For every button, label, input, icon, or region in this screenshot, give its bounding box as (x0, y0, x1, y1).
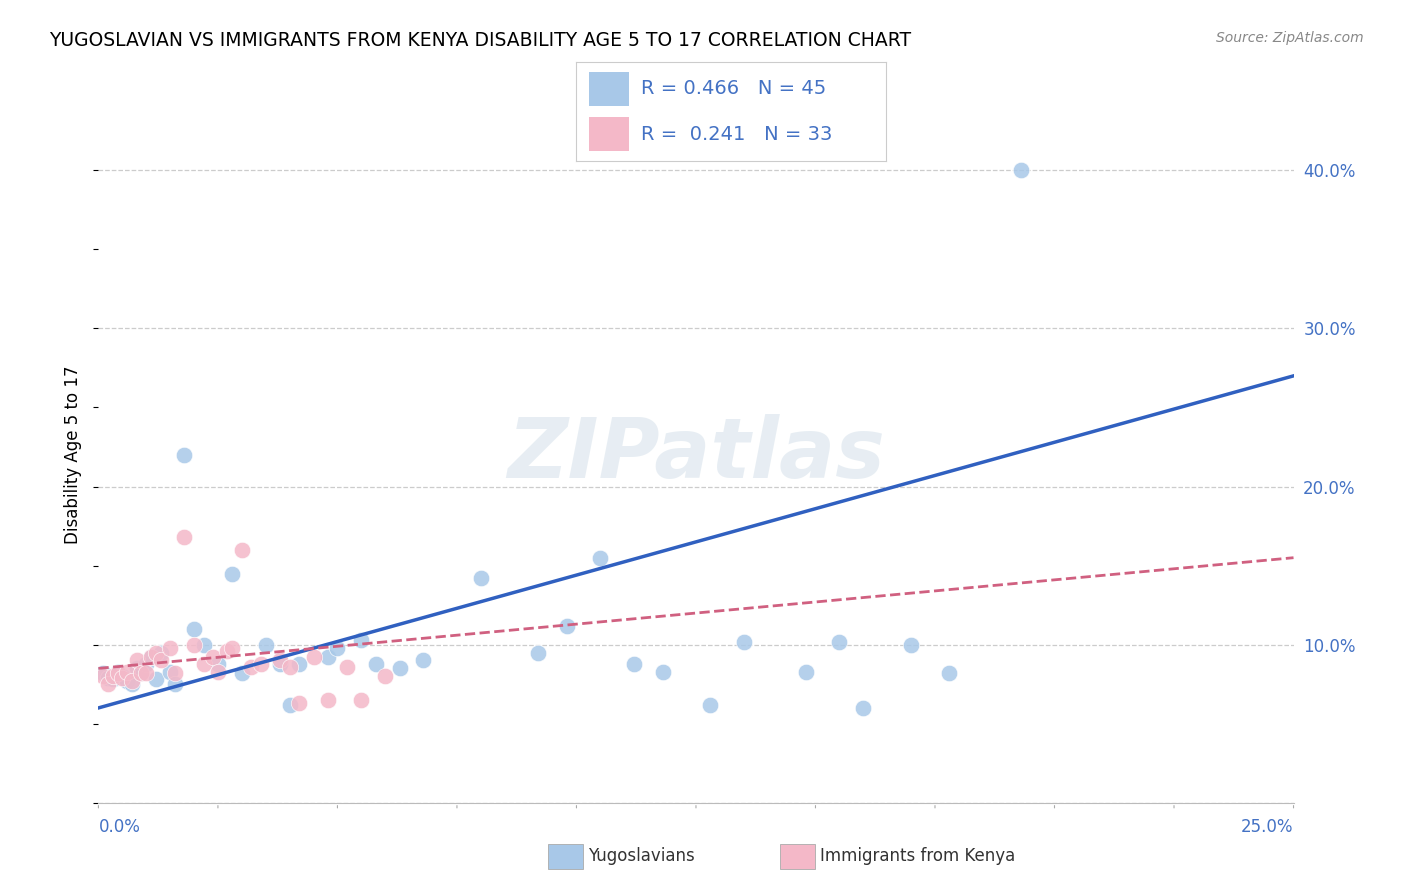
Point (374, 669, 396, 683)
Point (159, 640, 181, 655)
Point (470, 571, 492, 585)
Point (852, 701, 875, 715)
Point (350, 632, 373, 647)
Point (326, 640, 349, 655)
Point (125, 653, 148, 667)
Point (149, 653, 172, 667)
Point (91, 666, 114, 681)
Point (938, 666, 960, 681)
Point (828, 634, 851, 648)
Y-axis label: Disability Age 5 to 17: Disability Age 5 to 17 (65, 366, 83, 544)
Point (900, 638, 922, 652)
Point (135, 666, 157, 681)
Point (302, 650, 325, 665)
Point (183, 638, 205, 652)
Point (139, 650, 162, 665)
Text: R = 0.466   N = 45: R = 0.466 N = 45 (641, 79, 827, 98)
Point (111, 669, 134, 683)
Point (350, 693, 373, 707)
Point (207, 657, 229, 671)
Bar (589, 72, 628, 105)
Point (221, 640, 243, 655)
Text: 25.0%: 25.0% (1241, 818, 1294, 836)
Text: YUGOSLAVIAN VS IMMIGRANTS FROM KENYA DISABILITY AGE 5 TO 17 CORRELATION CHART: YUGOSLAVIAN VS IMMIGRANTS FROM KENYA DIS… (49, 31, 911, 50)
Text: ZIPatlas: ZIPatlas (508, 415, 884, 495)
Point (221, 566, 243, 581)
Point (97, 677, 120, 691)
Point (794, 665, 817, 679)
Point (131, 666, 153, 681)
Point (145, 646, 167, 660)
Point (254, 638, 277, 652)
Text: R =  0.241   N = 33: R = 0.241 N = 33 (641, 125, 832, 144)
Point (183, 622, 205, 636)
Point (111, 671, 134, 685)
Point (269, 653, 291, 667)
Point (699, 698, 721, 712)
Point (139, 650, 162, 665)
Point (145, 673, 167, 687)
Point (202, 650, 225, 665)
Point (388, 661, 411, 675)
Point (288, 657, 311, 671)
Point (316, 650, 339, 665)
Bar (589, 118, 628, 151)
Point (107, 666, 129, 681)
Point (217, 644, 239, 658)
Text: Source: ZipAtlas.com: Source: ZipAtlas.com (1216, 31, 1364, 45)
Point (278, 660, 301, 674)
Point (125, 661, 148, 675)
Point (163, 666, 186, 681)
Point (240, 660, 263, 674)
Point (193, 657, 215, 671)
Point (115, 665, 138, 679)
Point (159, 665, 181, 679)
Point (163, 677, 186, 691)
Text: 0.0%: 0.0% (98, 818, 141, 836)
Point (115, 674, 138, 689)
Point (589, 550, 612, 565)
Text: Immigrants from Kenya: Immigrants from Kenya (820, 847, 1015, 865)
Point (135, 657, 157, 671)
Point (121, 674, 143, 689)
Point (101, 673, 124, 687)
Point (269, 657, 291, 671)
Point (1010, 163, 1032, 178)
Point (651, 665, 673, 679)
Point (231, 542, 253, 557)
Point (336, 660, 359, 674)
Point (231, 666, 253, 681)
Point (364, 657, 387, 671)
Point (149, 646, 172, 660)
Point (623, 657, 645, 671)
Text: Yugoslavians: Yugoslavians (588, 847, 695, 865)
Point (412, 653, 434, 667)
Point (555, 618, 578, 632)
Point (173, 530, 195, 544)
Point (733, 634, 755, 648)
Point (101, 669, 124, 683)
Point (288, 696, 311, 710)
Point (107, 665, 129, 679)
Point (316, 693, 339, 707)
Point (527, 646, 550, 660)
Point (193, 638, 215, 652)
Point (91, 669, 114, 683)
Point (131, 666, 153, 681)
Point (121, 677, 143, 691)
Point (250, 657, 273, 671)
Point (278, 698, 301, 712)
Point (207, 665, 229, 679)
Point (173, 448, 195, 462)
Point (97, 671, 120, 685)
